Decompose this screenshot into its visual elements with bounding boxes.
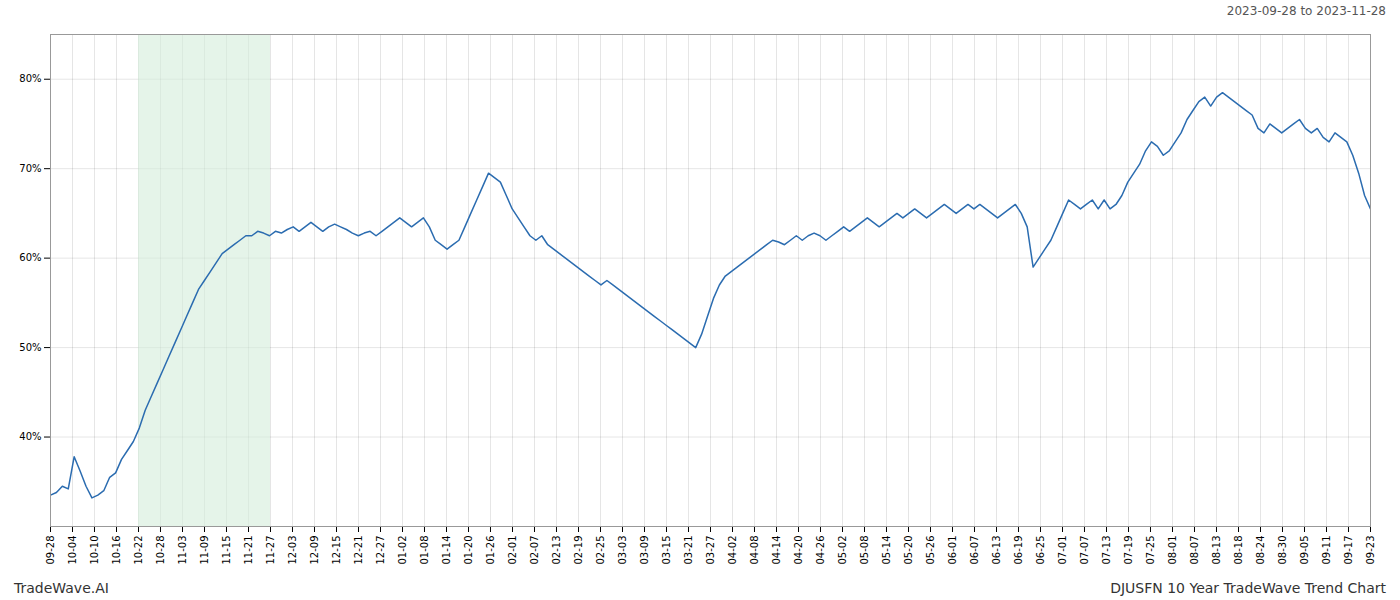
svg-text:02-13: 02-13 (551, 536, 562, 565)
svg-text:01-14: 01-14 (441, 536, 452, 565)
svg-text:10-22: 10-22 (133, 536, 144, 565)
svg-text:07-13: 07-13 (1101, 536, 1112, 565)
svg-text:05-02: 05-02 (837, 536, 848, 565)
svg-text:05-14: 05-14 (881, 536, 892, 565)
html-text:DJUSFN 10 Year TradeWave Trend: DJUSFN 10 Year TradeWave Trend Chart (1110, 580, 1386, 596)
svg-text:04-14: 04-14 (771, 536, 782, 565)
svg-text:04-08: 04-08 (749, 536, 760, 565)
svg-text:08-13: 08-13 (1211, 536, 1222, 565)
svg-text:05-20: 05-20 (903, 536, 914, 565)
svg-text:12-03: 12-03 (287, 536, 298, 565)
svg-text:07-01: 07-01 (1057, 536, 1068, 565)
svg-text:12-21: 12-21 (353, 536, 364, 565)
svg-text:12-09: 12-09 (309, 536, 320, 565)
svg-text:12-27: 12-27 (375, 536, 386, 565)
html-text:TradeWave.AI: TradeWave.AI (14, 580, 109, 596)
svg-text:03-03: 03-03 (617, 536, 628, 565)
svg-text:09-11: 09-11 (1321, 536, 1332, 565)
svg-text:05-26: 05-26 (925, 536, 936, 565)
svg-text:06-25: 06-25 (1035, 536, 1046, 565)
svg-text:07-25: 07-25 (1145, 536, 1156, 565)
svg-text:07-07: 07-07 (1079, 536, 1090, 565)
svg-text:70%: 70% (19, 163, 41, 174)
svg-text:02-19: 02-19 (573, 536, 584, 565)
svg-text:08-07: 08-07 (1189, 536, 1200, 565)
svg-text:04-20: 04-20 (793, 536, 804, 565)
svg-text:12-15: 12-15 (331, 536, 342, 565)
svg-text:50%: 50% (19, 342, 41, 353)
svg-text:01-08: 01-08 (419, 536, 430, 565)
svg-text:10-04: 10-04 (67, 536, 78, 565)
svg-text:02-01: 02-01 (507, 536, 518, 565)
svg-text:03-09: 03-09 (639, 536, 650, 565)
svg-text:09-05: 09-05 (1299, 536, 1310, 565)
svg-text:03-15: 03-15 (661, 536, 672, 565)
svg-text:02-07: 02-07 (529, 536, 540, 565)
svg-text:80%: 80% (19, 73, 41, 84)
svg-text:11-15: 11-15 (221, 536, 232, 565)
svg-text:60%: 60% (19, 252, 41, 263)
svg-text:09-28: 09-28 (45, 536, 56, 565)
svg-text:11-09: 11-09 (199, 536, 210, 565)
svg-text:08-24: 08-24 (1255, 536, 1266, 565)
svg-text:06-19: 06-19 (1013, 536, 1024, 565)
svg-text:11-03: 11-03 (177, 536, 188, 565)
svg-text:09-23: 09-23 (1365, 536, 1376, 565)
svg-text:11-21: 11-21 (243, 536, 254, 565)
svg-text:10-10: 10-10 (89, 536, 100, 565)
svg-text:11-27: 11-27 (265, 536, 276, 565)
svg-text:06-07: 06-07 (969, 536, 980, 565)
svg-text:08-01: 08-01 (1167, 536, 1178, 565)
svg-text:05-08: 05-08 (859, 536, 870, 565)
svg-text:03-27: 03-27 (705, 536, 716, 565)
svg-text:01-20: 01-20 (463, 536, 474, 565)
svg-text:02-25: 02-25 (595, 536, 606, 565)
svg-text:07-19: 07-19 (1123, 536, 1134, 565)
html-text:2023-09-28 to 2023-11-28: 2023-09-28 to 2023-11-28 (1226, 4, 1386, 18)
svg-text:08-30: 08-30 (1277, 536, 1288, 565)
svg-text:06-01: 06-01 (947, 536, 958, 565)
svg-text:01-26: 01-26 (485, 536, 496, 565)
svg-text:10-16: 10-16 (111, 536, 122, 565)
svg-text:08-18: 08-18 (1233, 536, 1244, 565)
svg-text:03-21: 03-21 (683, 536, 694, 565)
svg-text:01-02: 01-02 (397, 536, 408, 565)
svg-text:06-13: 06-13 (991, 536, 1002, 565)
svg-text:40%: 40% (19, 431, 41, 442)
svg-text:09-17: 09-17 (1343, 536, 1354, 565)
svg-text:04-02: 04-02 (727, 536, 738, 565)
svg-text:04-26: 04-26 (815, 536, 826, 565)
svg-text:10-28: 10-28 (155, 536, 166, 565)
